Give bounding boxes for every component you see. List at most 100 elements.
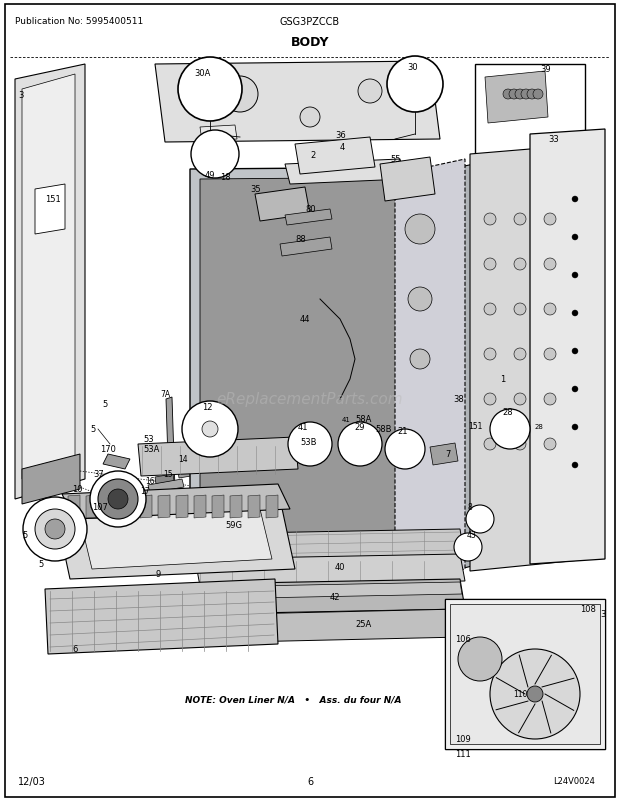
Polygon shape [158,496,170,518]
Circle shape [527,687,543,702]
Polygon shape [456,541,480,554]
Text: 107: 107 [92,503,108,512]
Circle shape [572,349,578,354]
Text: 3: 3 [600,610,605,618]
Polygon shape [22,455,80,504]
Circle shape [572,273,578,278]
Circle shape [572,424,578,431]
Circle shape [544,394,556,406]
Text: 55: 55 [390,156,401,164]
Text: 6: 6 [307,776,313,786]
Polygon shape [255,188,310,221]
Text: 38: 38 [453,395,464,404]
Polygon shape [80,509,272,569]
Polygon shape [15,65,85,500]
Polygon shape [200,178,450,561]
Polygon shape [195,554,465,586]
Polygon shape [176,496,188,518]
Circle shape [178,58,242,122]
Circle shape [410,350,430,370]
Text: 30A: 30A [194,68,210,78]
Circle shape [182,402,238,457]
Polygon shape [200,582,462,599]
Polygon shape [195,579,465,614]
Polygon shape [62,484,290,520]
Text: 58B: 58B [375,425,391,434]
Circle shape [484,259,496,270]
Circle shape [90,472,146,528]
Text: 44: 44 [300,315,311,324]
Circle shape [35,509,75,549]
Polygon shape [138,437,298,476]
Polygon shape [240,610,462,642]
Polygon shape [198,419,228,439]
Circle shape [484,214,496,225]
Text: 30: 30 [407,63,418,72]
Polygon shape [212,496,224,518]
Circle shape [98,480,138,520]
Circle shape [484,394,496,406]
Polygon shape [400,76,433,94]
Text: 108: 108 [580,605,596,614]
Text: 35: 35 [250,185,260,194]
Text: 88: 88 [295,235,306,244]
Text: 1: 1 [500,375,505,384]
Circle shape [45,520,65,539]
Text: 2: 2 [310,150,315,160]
Polygon shape [285,160,405,184]
Circle shape [514,214,526,225]
Polygon shape [203,146,228,162]
Circle shape [338,423,382,467]
Text: 3: 3 [18,91,24,99]
Circle shape [385,429,425,469]
Text: 106: 106 [455,634,471,644]
Text: 5: 5 [90,425,95,434]
Circle shape [490,410,530,449]
Text: 36: 36 [335,131,346,140]
Polygon shape [86,496,98,518]
Text: 8: 8 [468,503,472,512]
Polygon shape [68,496,80,518]
Polygon shape [22,75,75,480]
Circle shape [490,649,580,739]
Circle shape [300,107,320,128]
Polygon shape [296,433,326,453]
Circle shape [466,505,494,533]
Polygon shape [266,496,278,518]
Text: 53: 53 [143,435,154,444]
Circle shape [408,288,432,312]
Polygon shape [194,80,228,98]
Circle shape [544,214,556,225]
Polygon shape [380,158,435,202]
Polygon shape [155,475,174,484]
Circle shape [191,131,239,179]
Polygon shape [148,480,184,493]
Text: 5: 5 [102,400,107,409]
Circle shape [572,310,578,317]
Text: 17: 17 [140,487,149,496]
Circle shape [544,304,556,316]
Circle shape [527,90,537,100]
Circle shape [514,349,526,361]
Text: 151: 151 [468,422,482,431]
Circle shape [503,90,513,100]
Polygon shape [200,126,237,142]
Polygon shape [445,599,605,749]
Text: 14: 14 [178,455,188,464]
Text: 53A: 53A [143,445,159,454]
Text: 7A: 7A [160,390,170,399]
Text: BODY: BODY [291,35,329,48]
Polygon shape [470,145,590,571]
Polygon shape [485,72,548,124]
Circle shape [572,196,578,203]
Bar [475,65,585,155]
Circle shape [23,497,87,561]
Circle shape [509,90,519,100]
Text: 53B: 53B [300,438,316,447]
Polygon shape [166,398,175,492]
Circle shape [288,423,332,467]
Polygon shape [468,512,492,526]
Circle shape [458,638,502,681]
Circle shape [405,215,435,245]
Text: 43: 43 [467,530,477,539]
